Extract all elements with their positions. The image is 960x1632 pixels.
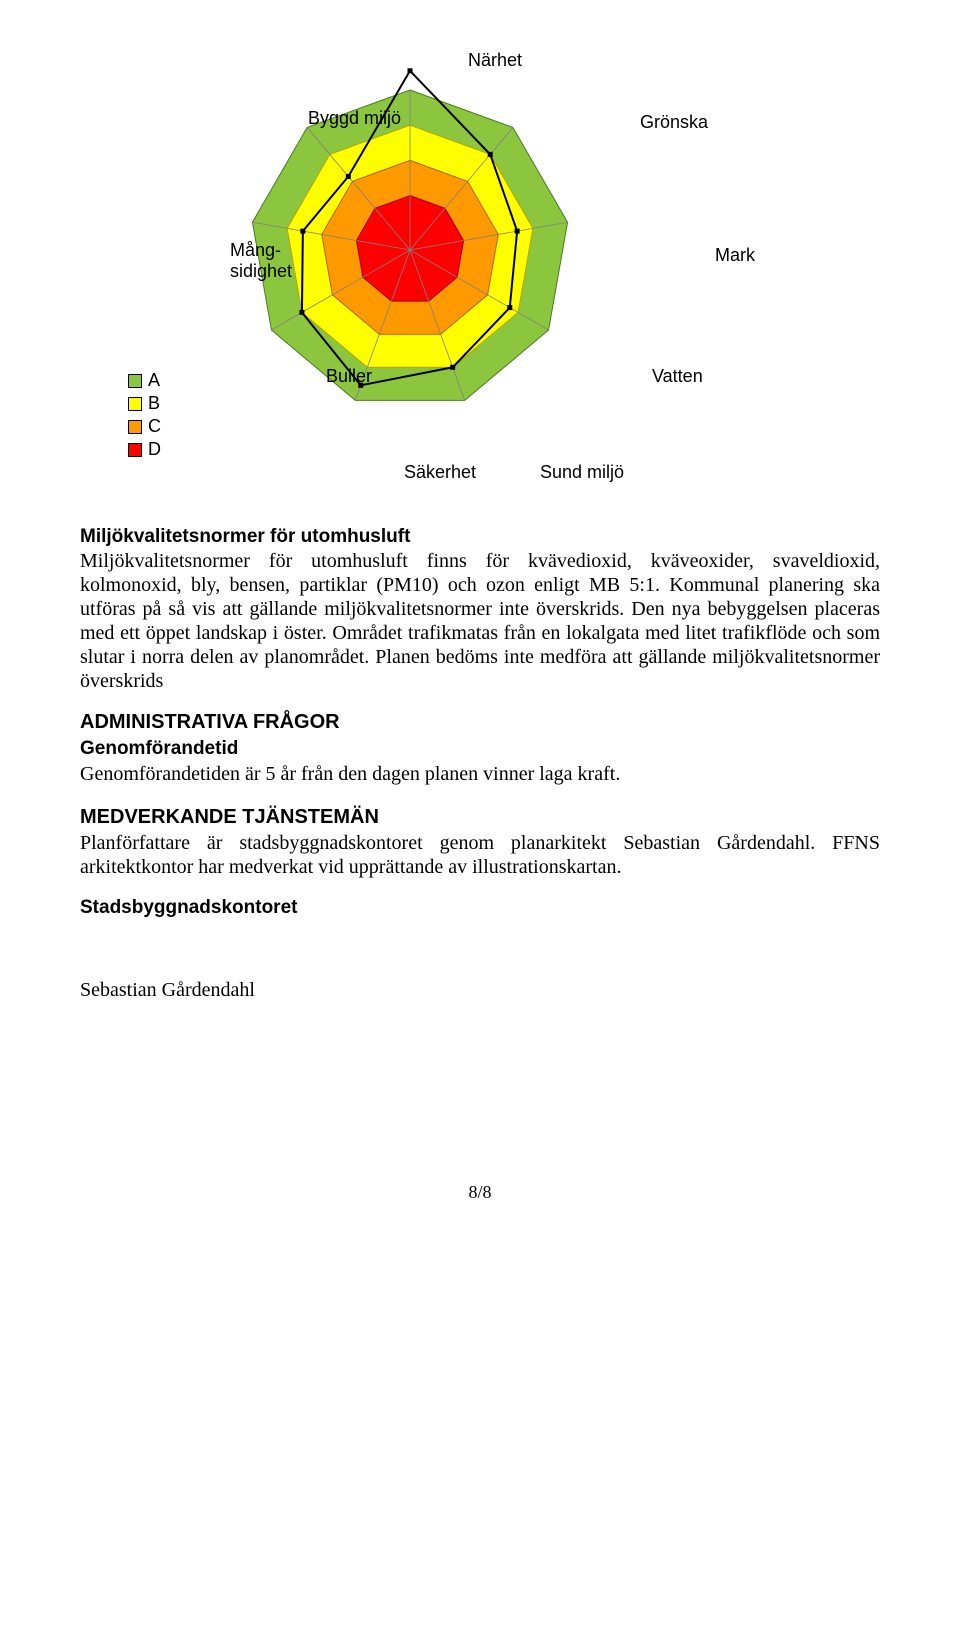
legend-label: A (148, 370, 160, 391)
axis-label: Närhet (468, 50, 522, 71)
legend: ABCD (128, 370, 161, 462)
legend-swatch (128, 443, 142, 457)
legend-item: B (128, 393, 161, 414)
radar-chart-container: Närhet Grönska Mark Vatten Sund miljö Säkerhe… (80, 40, 880, 500)
inline-heading: Miljökvalitetsnormer för utomhusluft (80, 526, 410, 547)
signature: Sebastian Gårdendahl (80, 979, 880, 1002)
legend-label: B (148, 393, 160, 414)
paragraph-genomforandetid: Genomförandetiden är 5 år från den dagen… (80, 762, 880, 786)
legend-label: C (148, 416, 161, 437)
axis-label: Mark (715, 245, 755, 266)
legend-item: A (128, 370, 161, 391)
legend-swatch (128, 374, 142, 388)
paragraph-medverkande: Planförfattare är stadsbyggnadskontoret … (80, 831, 880, 879)
axis-label: Buller (326, 366, 372, 387)
page-number: 8/8 (80, 1182, 880, 1203)
heading-stadsbyggnad: Stadsbyggnadskontoret (80, 897, 880, 919)
legend-label: D (148, 439, 161, 460)
axis-label: Mång-sidighet (230, 240, 292, 282)
heading-medverkande: MEDVERKANDE TJÄNSTEMÄN (80, 806, 880, 829)
axis-label: Sund miljö (540, 462, 624, 483)
legend-item: C (128, 416, 161, 437)
heading-admin: ADMINISTRATIVA FRÅGOR (80, 711, 880, 734)
legend-swatch (128, 397, 142, 411)
heading-genomforandetid: Genomförandetid (80, 738, 880, 760)
paragraph-air-quality: Miljökvalitetsnormer för utomhusluft Mil… (80, 524, 880, 693)
axis-label: Byggd miljö (308, 108, 401, 129)
legend-swatch (128, 420, 142, 434)
paragraph-text: Miljökvalitetsnormer för utomhusluft fin… (80, 550, 880, 692)
axis-label: Vatten (652, 366, 703, 387)
axis-label: Säkerhet (404, 462, 476, 483)
axis-label: Grönska (640, 112, 708, 133)
legend-item: D (128, 439, 161, 460)
